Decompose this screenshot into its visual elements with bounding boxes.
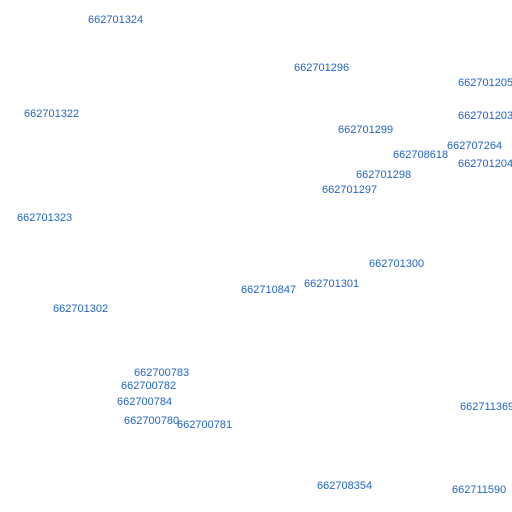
parcel-label: 662700780 (124, 415, 180, 427)
parcel-label: 662701324 (88, 14, 144, 26)
parcel-label: 662701302 (53, 303, 109, 315)
parcel-label: 662710847 (241, 284, 297, 296)
parcel-label: 662701203 (458, 110, 512, 122)
parcel-label: 662701299 (338, 124, 394, 136)
parcel-label: 662701298 (356, 169, 412, 181)
parcel-label: 662701297 (322, 184, 378, 196)
parcel-label: 662701323 (17, 212, 73, 224)
parcel-label: 662700781 (177, 419, 233, 431)
parcel-label: 662701205 (458, 77, 512, 89)
parcel-label: 662700784 (117, 396, 173, 408)
parcel-label: 662708354 (317, 480, 373, 492)
parcel-label: 662701322 (24, 108, 80, 120)
parcel-label: 662700783 (134, 367, 190, 379)
parcel-label: 662707264 (447, 140, 503, 152)
parcel-label: 662711590 (452, 484, 507, 496)
parcel-label: 662701300 (369, 258, 425, 270)
parcel-label: 662701296 (294, 62, 350, 74)
parcel-label: 662708618 (393, 149, 449, 161)
parcel-label: 662700782 (121, 380, 177, 392)
parcel-label: 662701301 (304, 278, 360, 290)
parcel-label: 662701204 (458, 158, 512, 170)
parcel-label: 662711369 (460, 401, 512, 413)
